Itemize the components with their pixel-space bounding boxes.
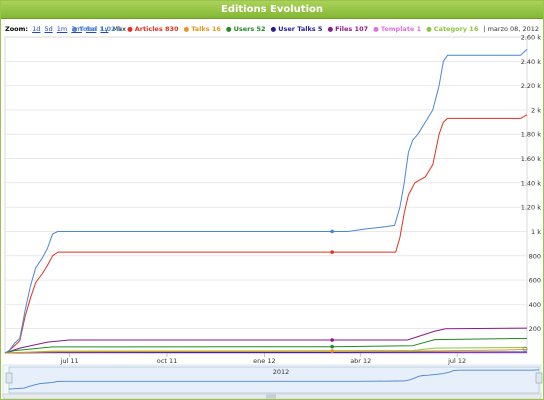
marker-layer (330, 229, 528, 353)
navigator-left-handle[interactable] (5, 372, 13, 384)
series-marker-users (330, 344, 334, 349)
zoom-selector: Zoom: 1d 5d 1m 3m 6m 1y Max (5, 23, 126, 35)
zoom-3m[interactable]: 3m (71, 25, 82, 33)
legend-label: Users 52 (233, 25, 266, 33)
legend-dot-icon: ● (270, 25, 277, 33)
y-tick-label: 400 (529, 301, 541, 309)
legend-dot-icon: ● (373, 25, 379, 33)
zoom-1d[interactable]: 1d (32, 25, 41, 33)
x-tick-label: jul 11 (60, 357, 79, 365)
series-layer (4, 48, 528, 354)
legend-dot-icon: ● (183, 25, 190, 33)
current-date-label: | marzo 08, 2012 (483, 25, 539, 33)
y-tick-label: 1 k (531, 228, 541, 236)
series-marker-total (330, 229, 334, 234)
legend-dot-icon: ● (127, 25, 133, 33)
series-marker-talks (330, 349, 334, 353)
y-tick-label: 2.20 k (521, 82, 542, 90)
scrollbar-thumb[interactable] (266, 394, 276, 399)
y-tick-label: 2 k (531, 106, 541, 114)
series-line-articles (4, 114, 528, 354)
legend-item-category[interactable]: ● Category 16 (426, 23, 478, 35)
legend-dot-icon: ● (71, 25, 78, 33)
zoom-1m[interactable]: 1m (56, 25, 68, 33)
x-tick-label: oct 11 (157, 357, 177, 365)
x-tick-label: jul 12 (447, 357, 466, 365)
zoom-label: Zoom: (5, 25, 29, 33)
legend-label: Talks 16 (191, 25, 221, 33)
navigator-series (8, 369, 540, 390)
x-axis: jul 11 oct 11 ene 12 abr 12 jul 12 (60, 353, 466, 365)
series-line-files (4, 327, 528, 354)
legend-dot-icon: ● (327, 25, 334, 33)
legend-item-talks[interactable]: ● Talks 16 (184, 23, 221, 35)
legend: ● Total 1.02 k ● Articles 830 ● Talks 16 ● User… (72, 23, 539, 35)
x-tick-label: abr 12 (350, 357, 371, 365)
y-tick-label: 600 (529, 277, 541, 285)
legend-item-template[interactable]: ● Template 1 (373, 23, 421, 35)
series-line-total (4, 48, 528, 354)
legend-label: Category 16 (433, 25, 479, 33)
chart-controls: Zoom: 1d 5d 1m 3m 6m 1y Max ● Total 1.02 … (5, 23, 541, 35)
legend-label: Template 1 (380, 25, 422, 33)
legend-dot-icon: ● (225, 25, 232, 33)
legend-item-users[interactable]: ● Users 52 (226, 23, 266, 35)
y-tick-label: 1.60 k (521, 155, 542, 163)
legend-dot-icon: ● (426, 25, 432, 33)
end-marker (522, 346, 528, 352)
y-tick-label: 200 (529, 325, 541, 333)
legend-label: Files 107 (335, 25, 369, 33)
legend-label: Articles 830 (134, 25, 179, 33)
chart-title: Editions Evolution (1, 1, 543, 19)
y-tick-label: 1.40 k (521, 179, 542, 187)
navigator-right-handle[interactable] (535, 372, 543, 384)
y-tick-label: 800 (529, 252, 541, 260)
legend-item-user_talks[interactable]: ● User Talks 5 (271, 23, 323, 35)
plot-area (4, 36, 528, 354)
x-tick-label: ene 12 (253, 357, 275, 365)
grid (4, 36, 528, 354)
legend-item-total[interactable]: ● Total 1.02 k (72, 23, 122, 35)
series-line-talks (4, 348, 528, 354)
series-marker-files (330, 338, 334, 342)
series-marker-articles (330, 250, 334, 254)
y-tick-label: 1.20 k (521, 204, 542, 212)
y-tick-label: 1.80 k (521, 131, 542, 139)
y-axis: 200 400 600 800 1 k 1.20 k 1.40 k 1.60 k 1.80 k 2… (521, 34, 542, 334)
zoom-6m[interactable]: 6m (85, 25, 97, 33)
navigator-year-label: 2012 (273, 368, 290, 376)
zoom-max[interactable]: Max (112, 25, 126, 33)
zoom-1y[interactable]: 1y (100, 25, 109, 33)
zoom-5d[interactable]: 5d (44, 25, 53, 33)
y-tick-label: 2.60 k (521, 34, 542, 42)
y-tick-label: 2.40 k (521, 58, 542, 66)
legend-label: User Talks 5 (278, 25, 323, 33)
legend-label: Total 1.02 k (79, 25, 123, 33)
legend-item-files[interactable]: ● Files 107 (327, 23, 368, 35)
legend-item-articles[interactable]: ● Articles 830 (127, 23, 178, 35)
navigator[interactable]: 2012 (2, 364, 543, 399)
